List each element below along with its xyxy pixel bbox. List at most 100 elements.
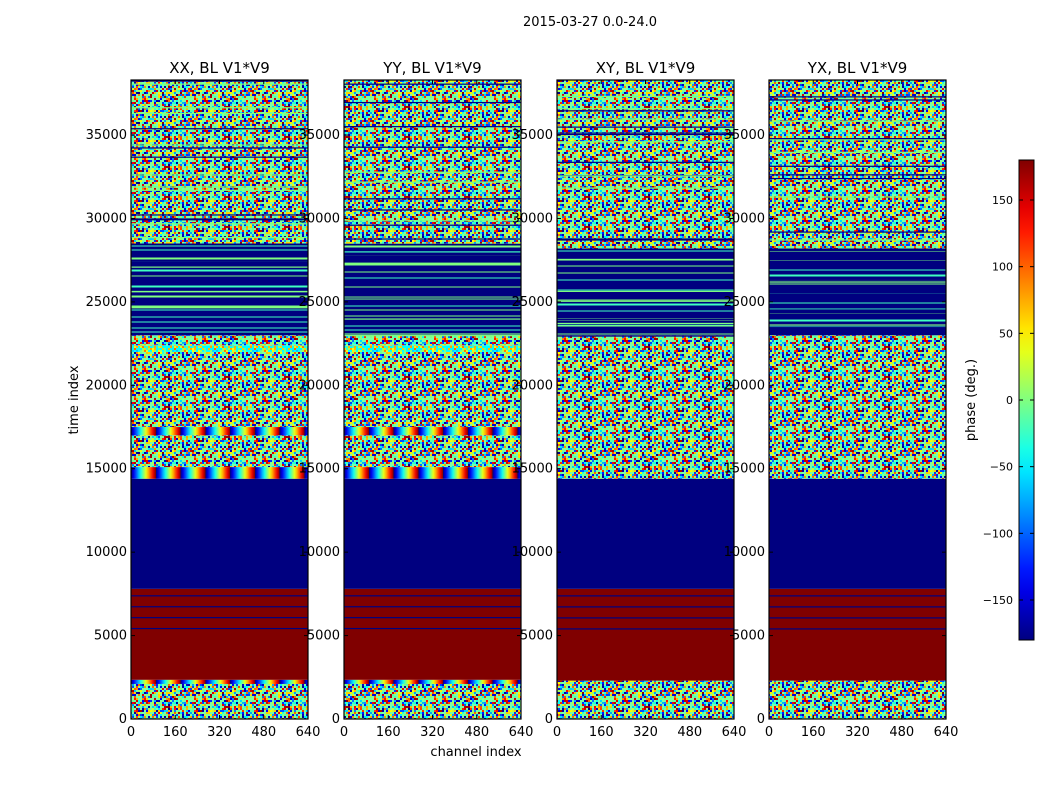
heatmap-stripe xyxy=(557,318,734,321)
heatmap-stripe xyxy=(131,112,308,115)
heatmap-stripe xyxy=(344,329,521,331)
heatmap-segment xyxy=(131,588,308,680)
heatmap-stripe xyxy=(769,326,946,328)
panel-4: YX, BL V1*V9 0 160 320 480 640 0 5000 10000 15000… xyxy=(724,59,959,740)
x-tick-label: 480 xyxy=(464,725,489,740)
heatmap-stripe xyxy=(557,187,734,189)
heatmap-segment xyxy=(557,680,734,719)
heatmap-stripe xyxy=(344,277,521,279)
heatmap-stripe xyxy=(557,313,734,315)
heatmap-stripe xyxy=(557,331,734,333)
heatmap-segment xyxy=(344,679,521,684)
heatmap-stripe xyxy=(344,627,521,630)
heatmap-stripe xyxy=(557,323,734,325)
y-tick-label: 30000 xyxy=(299,211,340,226)
heatmap-stripe xyxy=(131,307,308,309)
heatmap-stripe xyxy=(769,279,946,281)
panel-title: XX, BL V1*V9 xyxy=(169,59,270,77)
heatmap-stripe xyxy=(131,295,308,298)
heatmap-stripe xyxy=(769,151,946,154)
heatmap-stripe xyxy=(131,327,308,329)
heatmap-stripe xyxy=(557,335,734,337)
heatmap-stripe xyxy=(557,325,734,327)
y-tick-label: 25000 xyxy=(86,295,127,310)
heatmap-segment xyxy=(131,683,308,719)
heatmap-stripe xyxy=(769,138,946,140)
heatmap-stripe xyxy=(344,243,521,246)
heatmap-stripe xyxy=(557,290,734,292)
y-tick-label: 35000 xyxy=(724,128,765,143)
y-tick-label: 30000 xyxy=(512,211,553,226)
heatmap-stripe xyxy=(131,269,308,272)
x-tick-label: 640 xyxy=(722,725,747,740)
heatmap-stripe xyxy=(769,239,946,241)
heatmap-stripe xyxy=(344,245,521,248)
heatmap-stripe xyxy=(131,595,308,597)
heatmap-stripe xyxy=(344,220,521,222)
y-tick-label: 35000 xyxy=(86,128,127,143)
heatmap-stripe xyxy=(557,238,734,240)
panel-title: YX, BL V1*V9 xyxy=(807,59,908,77)
x-tick-label: 480 xyxy=(251,725,276,740)
heatmap-stripe xyxy=(131,272,308,275)
heatmap-stripe xyxy=(131,257,308,260)
heatmap-stripe xyxy=(344,224,521,226)
heatmap-stripe xyxy=(344,617,521,619)
heatmap-stripe xyxy=(131,266,308,268)
heatmap-stripe xyxy=(131,236,308,239)
heatmap-stripe xyxy=(769,327,946,329)
heatmap-image xyxy=(769,80,946,719)
heatmap-stripe xyxy=(557,595,734,597)
heatmap-stripe xyxy=(769,302,946,304)
heatmap-segment xyxy=(131,243,308,336)
heatmap-stripe xyxy=(344,254,521,256)
heatmap-stripe xyxy=(557,606,734,608)
heatmap-segment xyxy=(344,351,521,428)
heatmap-segment xyxy=(344,478,521,589)
x-tick-label: 640 xyxy=(509,725,534,740)
x-tick-label: 160 xyxy=(163,725,188,740)
y-tick-label: 15000 xyxy=(724,462,765,477)
heatmap-stripe xyxy=(344,295,521,297)
heatmap-segment xyxy=(769,335,946,479)
heatmap-segment xyxy=(131,478,308,589)
heatmap-stripe xyxy=(344,286,521,288)
x-tick-label: 160 xyxy=(376,725,401,740)
x-tick-label: 160 xyxy=(801,725,826,740)
heatmap-stripe xyxy=(769,281,946,283)
heatmap-stripe xyxy=(131,310,308,312)
heatmap-stripe xyxy=(557,133,734,136)
heatmap-stripe xyxy=(344,126,521,128)
heatmap-stripe xyxy=(344,198,521,200)
y-tick-label: 35000 xyxy=(512,128,553,143)
heatmap-stripe xyxy=(344,315,521,317)
y-tick-label: 0 xyxy=(757,712,765,727)
heatmap-stripe xyxy=(131,627,308,630)
y-tick-label: 15000 xyxy=(512,462,553,477)
heatmap-stripe xyxy=(131,156,308,158)
y-tick-label: 10000 xyxy=(512,545,553,560)
x-tick-label: 640 xyxy=(934,725,959,740)
colorbar-tick-label: −150 xyxy=(983,594,1013,607)
heatmap-stripe xyxy=(557,291,734,293)
y-tick-label: 5000 xyxy=(520,629,553,644)
heatmap-stripe xyxy=(344,298,521,300)
heatmap-segment xyxy=(131,679,308,684)
heatmap-stripe xyxy=(344,319,521,321)
heatmap-stripe xyxy=(344,260,521,262)
x-tick-label: 320 xyxy=(845,725,870,740)
y-tick-label: 5000 xyxy=(307,629,340,644)
heatmap-stripe xyxy=(769,285,946,287)
heatmap-stripe xyxy=(557,333,734,335)
heatmap-stripe xyxy=(769,324,946,326)
heatmap-segment xyxy=(344,588,521,680)
y-tick-label: 10000 xyxy=(724,545,765,560)
heatmap-segment xyxy=(344,435,521,468)
colorbar-tick-label: −100 xyxy=(983,527,1013,540)
heatmap-segment xyxy=(344,335,521,346)
heatmap-stripe xyxy=(131,144,308,146)
colorbar-tick-label: 100 xyxy=(992,261,1013,274)
y-tick-label: 25000 xyxy=(299,295,340,310)
heatmap-stripe xyxy=(557,272,734,274)
heatmap-stripe xyxy=(344,595,521,597)
